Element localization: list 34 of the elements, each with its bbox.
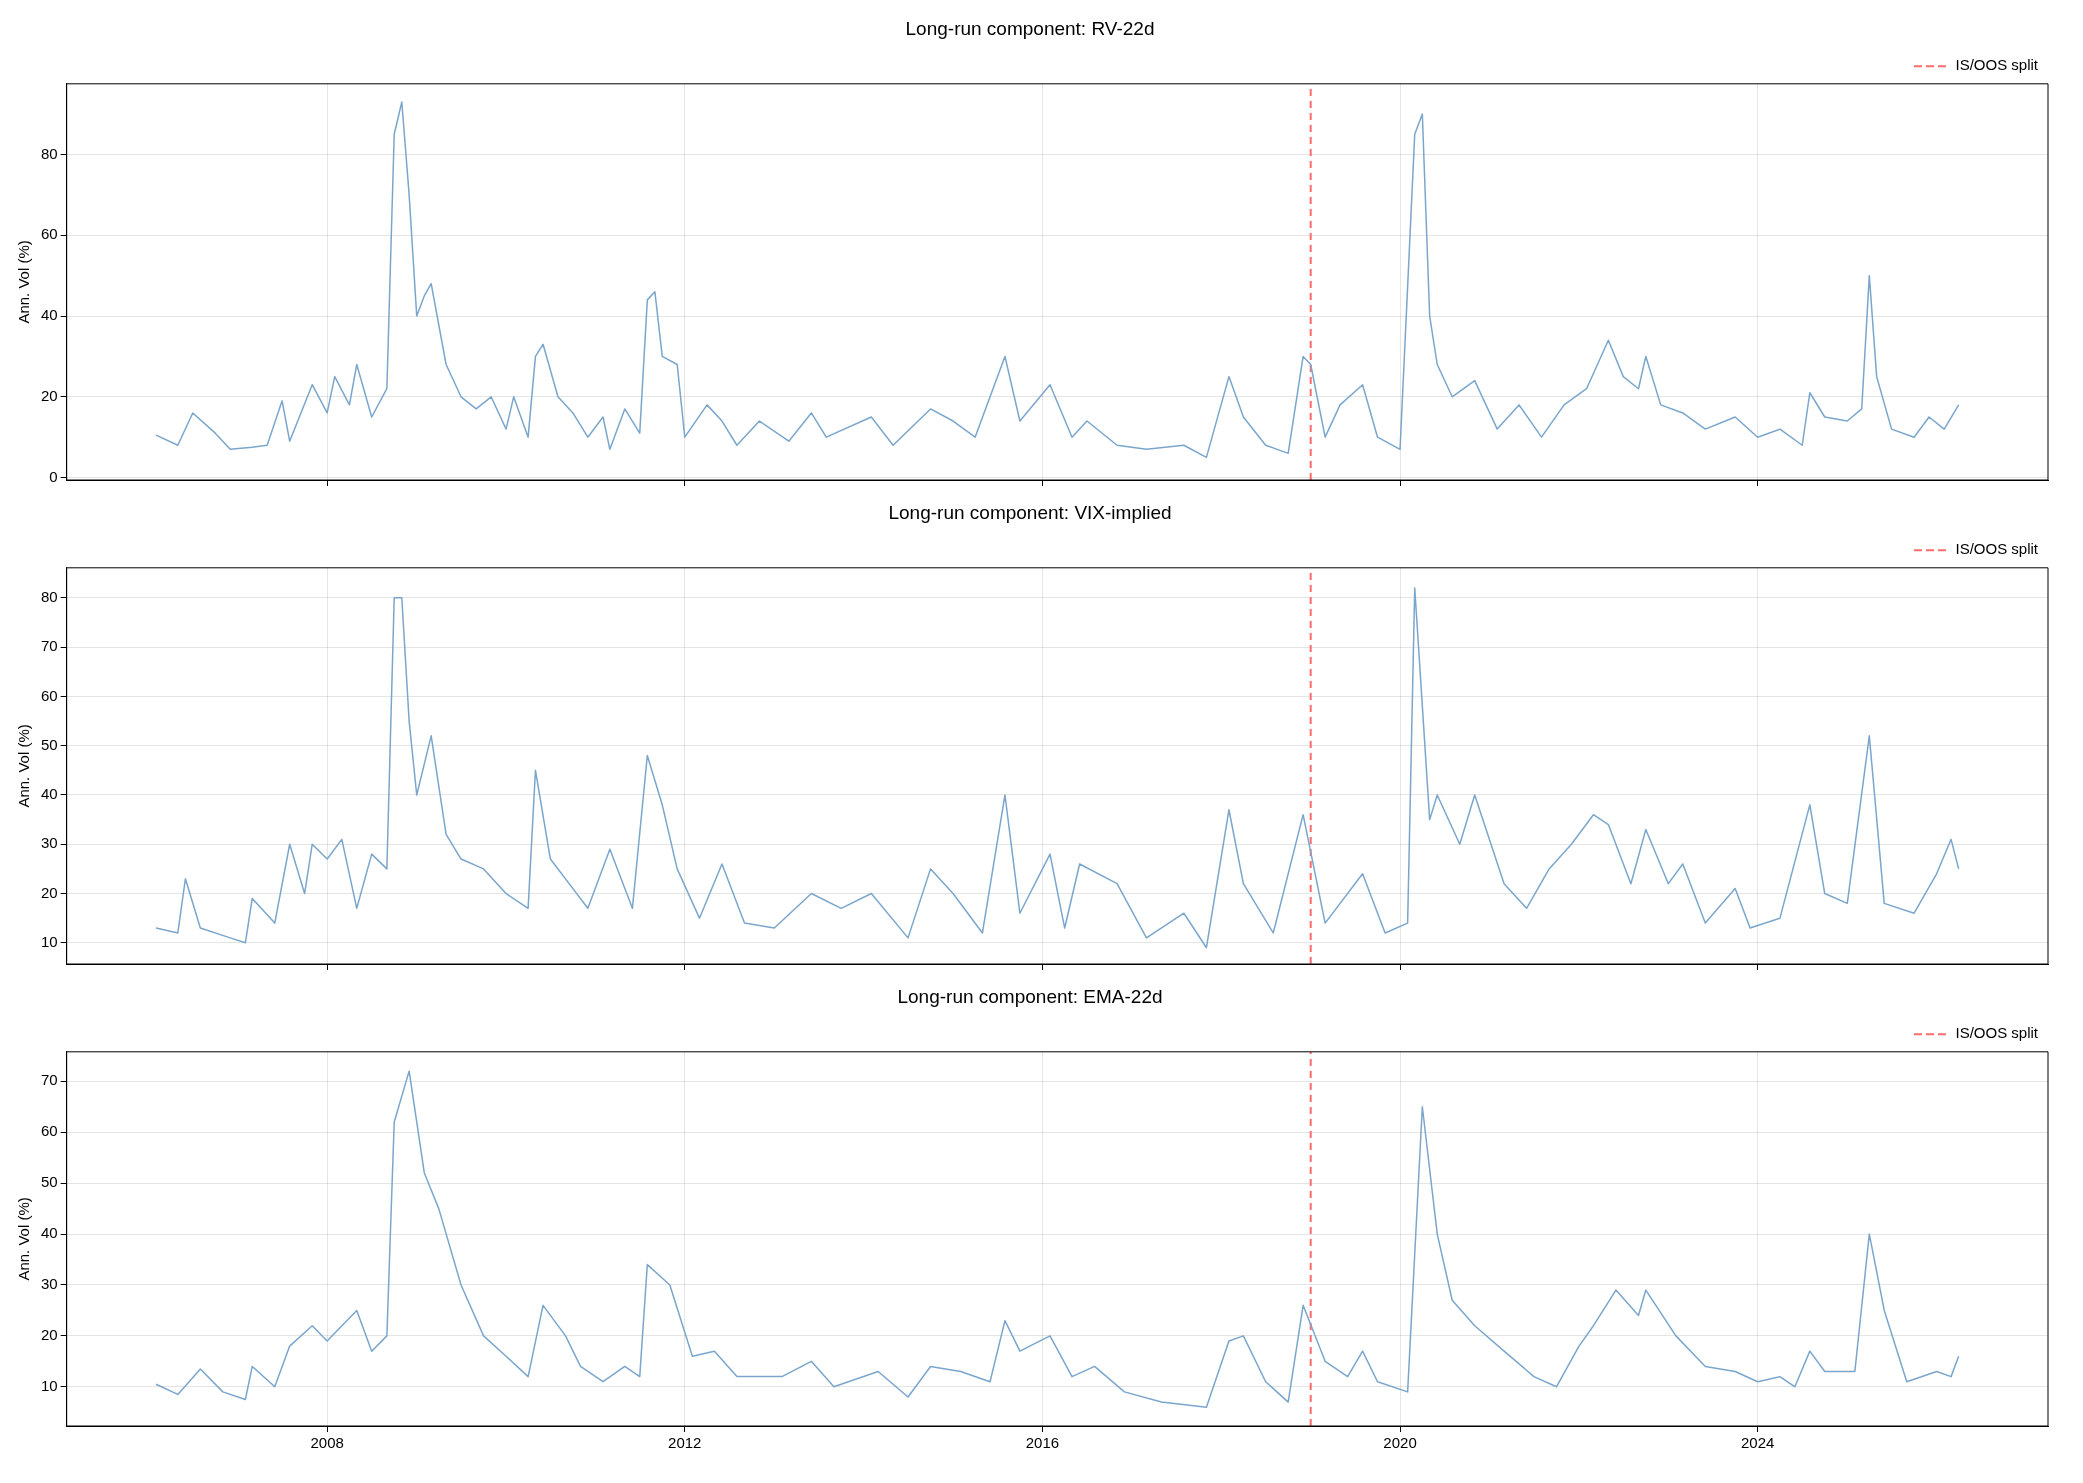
y-tick-label: 70 <box>41 1071 58 1089</box>
chart-title: Long-run component: EMA-22d <box>897 985 1163 1007</box>
y-tick-label: 10 <box>41 1376 58 1394</box>
y-axis-title: Ann. Vol (%) <box>15 240 33 324</box>
x-tick-label: 2008 <box>310 1434 344 1452</box>
y-tick-label: 50 <box>41 735 58 753</box>
y-tick-label: 60 <box>41 225 58 243</box>
y-tick-label: 60 <box>41 1122 58 1140</box>
y-axis-title: Ann. Vol (%) <box>15 724 33 808</box>
x-tick-label: 2012 <box>668 1434 702 1452</box>
y-tick-label: 20 <box>41 883 58 901</box>
y-tick-label: 20 <box>41 1326 58 1344</box>
chart-title: Long-run component: VIX-implied <box>888 501 1172 523</box>
y-axis-title: Ann. Vol (%) <box>15 1197 33 1281</box>
y-tick-label: 80 <box>41 588 58 605</box>
chart-title: Long-run component: RV-22d <box>905 17 1155 39</box>
y-tick-label: 40 <box>41 306 58 324</box>
y-tick-label: 50 <box>41 1173 58 1191</box>
y-tick-label: 10 <box>41 932 58 950</box>
x-tick-label: 2024 <box>1740 1434 1775 1452</box>
legend-label: IS/OOS split <box>1955 56 2039 74</box>
y-tick-label: 40 <box>41 1224 58 1242</box>
y-tick-label: 60 <box>41 686 58 704</box>
y-tick-label: 80 <box>41 144 58 162</box>
y-tick-label: 0 <box>49 467 58 485</box>
x-tick-label: 2020 <box>1383 1434 1417 1452</box>
y-tick-label: 20 <box>41 386 58 404</box>
legend-label: IS/OOS split <box>1955 1024 2039 1042</box>
y-tick-label: 70 <box>41 637 58 655</box>
y-tick-label: 30 <box>41 1275 58 1293</box>
x-tick-label: 2016 <box>1025 1434 1060 1452</box>
y-tick-label: 30 <box>41 834 58 852</box>
y-tick-label: 40 <box>41 785 58 803</box>
legend-label: IS/OOS split <box>1955 540 2039 558</box>
